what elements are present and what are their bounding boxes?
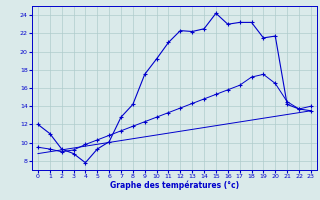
X-axis label: Graphe des températures (°c): Graphe des températures (°c) bbox=[110, 181, 239, 190]
